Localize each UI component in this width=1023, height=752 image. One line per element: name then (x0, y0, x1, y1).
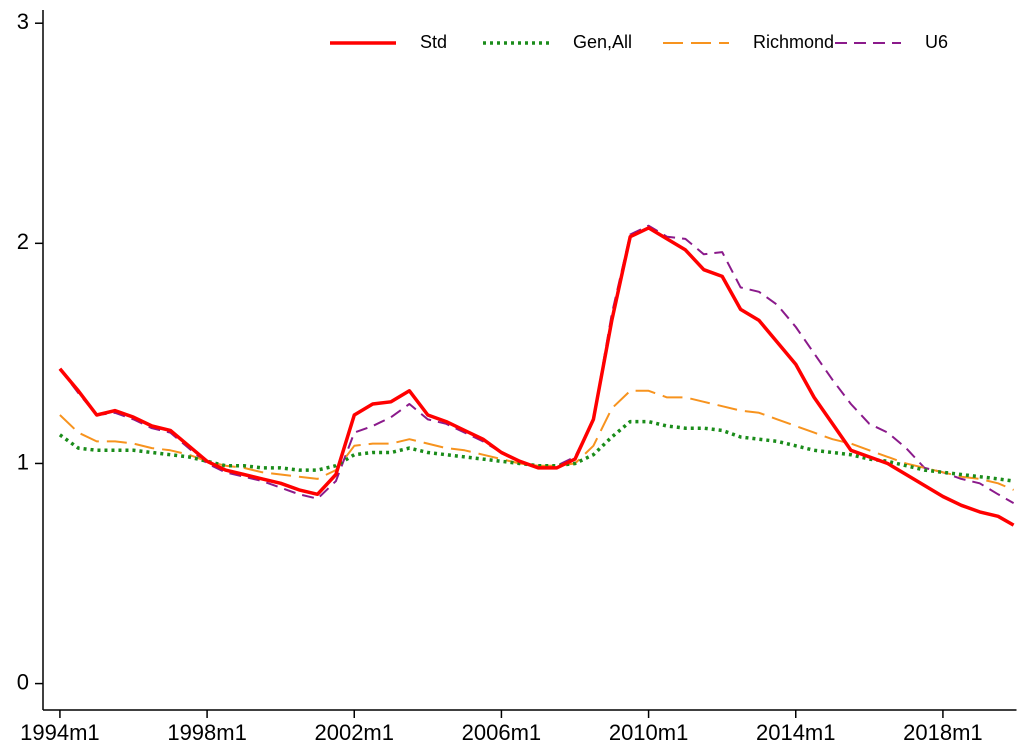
x-tick-label: 2018m1 (903, 720, 983, 745)
x-tick-label: 2006m1 (462, 720, 542, 745)
series-line (59, 389, 1014, 491)
legend-label: Std (420, 32, 447, 52)
y-tick-label: 2 (17, 229, 29, 254)
x-tick-label: 1994m1 (20, 720, 100, 745)
x-tick-label: 2010m1 (609, 720, 689, 745)
series-line (58, 226, 1015, 527)
x-tick-label: 2002m1 (314, 720, 394, 745)
y-tick-label: 3 (17, 9, 29, 34)
series-line (59, 224, 1015, 504)
x-tick-label: 1998m1 (167, 720, 247, 745)
series-line (58, 419, 1014, 483)
y-tick-label: 0 (17, 669, 29, 694)
x-tick-label: 2014m1 (756, 720, 836, 745)
y-tick-label: 1 (17, 449, 29, 474)
legend-label: Richmond (753, 32, 834, 52)
legend-label: U6 (925, 32, 948, 52)
legend-label: Gen,All (573, 32, 632, 52)
